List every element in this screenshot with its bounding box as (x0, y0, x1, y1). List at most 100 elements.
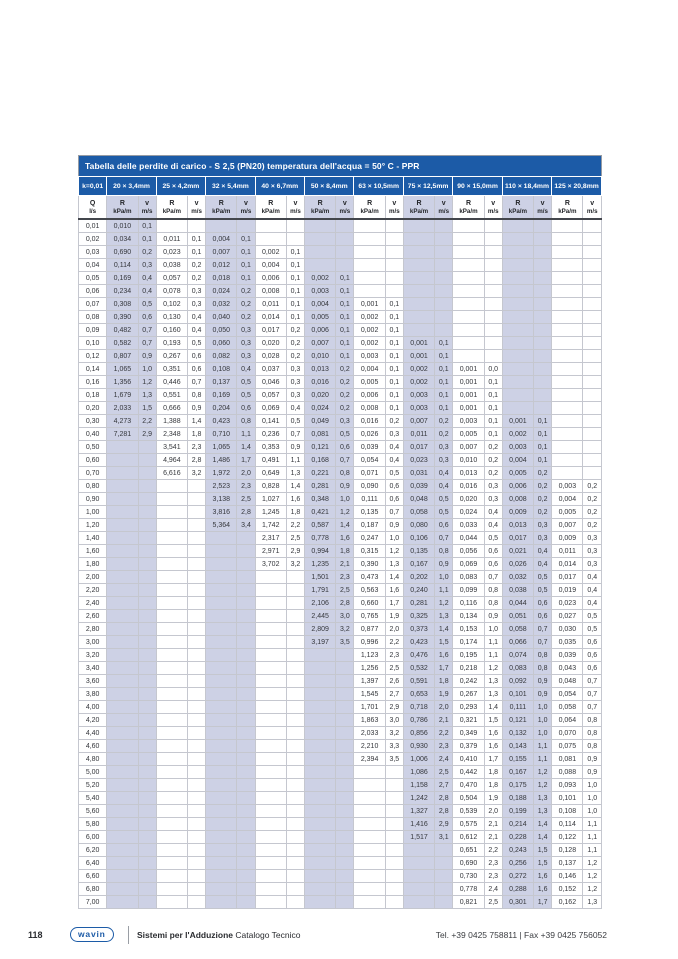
v-cell: 2,8 (434, 791, 454, 805)
v-cell: 3,5 (384, 752, 404, 766)
r-cell: 0,174 (452, 635, 485, 649)
v-cell (236, 218, 256, 233)
r-cell (353, 856, 386, 870)
v-cell: 0,1 (483, 388, 503, 402)
r-cell (254, 895, 287, 909)
q-cell: 0,14 (77, 362, 108, 376)
r-cell: 0,058 (402, 505, 436, 519)
v-cell (582, 218, 602, 233)
r-cell (254, 778, 287, 792)
r-cell: 0,551 (155, 388, 188, 402)
v-cell (533, 310, 553, 324)
r-cell (106, 778, 139, 792)
r-cell: 0,114 (106, 258, 139, 272)
v-cell: 0,2 (533, 505, 553, 519)
v-cell (236, 674, 256, 688)
v-cell (137, 765, 157, 779)
v-cell: 0,5 (582, 622, 602, 636)
v-cell: 0,2 (335, 388, 355, 402)
v-cell: 2,2 (137, 414, 157, 428)
r-cell (254, 218, 287, 233)
v-cell (335, 856, 355, 870)
table-row: 0,08 0,390 0,6 0,130 0,4 0,040 0,2 0,014 0,1 0,00… (77, 310, 602, 324)
r-cell (205, 752, 238, 766)
r-cell: 0,001 (452, 401, 485, 415)
r-cell: 0,013 (452, 466, 485, 480)
v-cell (533, 232, 553, 246)
v-cell: 0,4 (236, 362, 256, 376)
r-cell: 0,379 (452, 739, 485, 753)
v-cell (186, 882, 207, 896)
q-cell: 4,60 (77, 739, 108, 753)
table-row: 5,20 1,158 2,7 0,470 1,8 0,175 1,2 0,093 1,0 (77, 778, 602, 792)
v-cell: 0,2 (236, 284, 256, 298)
table-row: 0,20 2,033 1,5 0,666 0,9 0,204 0,6 0,069 0,4 0,02… (77, 401, 602, 415)
velocity-header: v m/s (236, 195, 256, 220)
r-cell: 2,106 (304, 596, 337, 610)
v-cell: 0,1 (533, 427, 553, 441)
v-cell (384, 765, 404, 779)
q-cell: 6,80 (77, 882, 108, 896)
v-cell: 3,0 (335, 609, 355, 623)
v-cell: 0,3 (582, 531, 602, 545)
v-cell: 0,7 (285, 427, 306, 441)
r-cell (304, 258, 337, 272)
r-cell: 4,964 (155, 453, 188, 467)
r-cell: 0,649 (254, 466, 287, 480)
r-cell (452, 271, 485, 285)
v-cell (137, 882, 157, 896)
r-cell (205, 557, 238, 571)
r-cell: 0,193 (155, 336, 188, 350)
v-cell (335, 778, 355, 792)
r-cell (353, 271, 386, 285)
v-cell (137, 453, 157, 467)
r-cell (155, 843, 188, 857)
r-cell (254, 791, 287, 805)
r-cell: 0,021 (501, 544, 535, 558)
v-cell: 0,3 (137, 258, 157, 272)
r-cell: 0,301 (501, 895, 535, 909)
v-cell: 0,1 (236, 232, 256, 246)
v-cell (186, 830, 207, 844)
v-cell (483, 284, 503, 298)
r-cell (106, 479, 139, 493)
size-header-row: k=0,01 20 × 3,4mm 25 × 4,2mm 32 × 5,4mm 40 ×… (77, 176, 602, 196)
r-cell: 0,074 (501, 648, 535, 662)
v-cell (582, 349, 602, 363)
v-cell (483, 271, 503, 285)
r-cell (155, 804, 188, 818)
r-cell (106, 648, 139, 662)
r-cell: 0,121 (304, 440, 337, 454)
r-cell: 1,242 (402, 791, 436, 805)
v-cell (335, 765, 355, 779)
v-cell: 0,1 (335, 349, 355, 363)
v-cell: 0,1 (384, 323, 404, 337)
r-cell: 1,327 (402, 804, 436, 818)
r-cell (304, 713, 337, 727)
v-cell (186, 661, 207, 675)
v-cell: 2,1 (483, 830, 503, 844)
v-cell: 0,6 (483, 557, 503, 571)
v-cell: 1,1 (236, 427, 256, 441)
v-cell (434, 869, 454, 883)
v-cell (384, 843, 404, 857)
table-row: 5,60 1,327 2,8 0,539 2,0 0,199 1,3 0,108 1,0 (77, 804, 602, 818)
table-row: 6,20 0,651 2,2 0,243 1,5 0,128 1,1 (77, 843, 602, 857)
table-row: 0,10 0,582 0,7 0,193 0,5 0,060 0,3 0,020 0,2 0,00… (77, 336, 602, 350)
v-cell: 0,1 (335, 271, 355, 285)
table-row: 0,60 4,964 2,8 1,486 1,7 0,491 1,1 0,168 0,7 0,05… (77, 453, 602, 467)
r-cell (106, 739, 139, 753)
r-cell (205, 843, 238, 857)
r-cell: 0,017 (551, 570, 584, 584)
r-cell: 0,083 (501, 661, 535, 675)
r-cell: 0,058 (501, 622, 535, 636)
v-cell (186, 869, 207, 883)
v-cell (186, 713, 207, 727)
r-cell: 0,039 (402, 479, 436, 493)
v-cell: 1,6 (483, 726, 503, 740)
v-cell: 0,1 (285, 271, 306, 285)
r-cell: 0,002 (501, 427, 535, 441)
q-cell: 0,08 (77, 310, 108, 324)
q-cell: 5,20 (77, 778, 108, 792)
